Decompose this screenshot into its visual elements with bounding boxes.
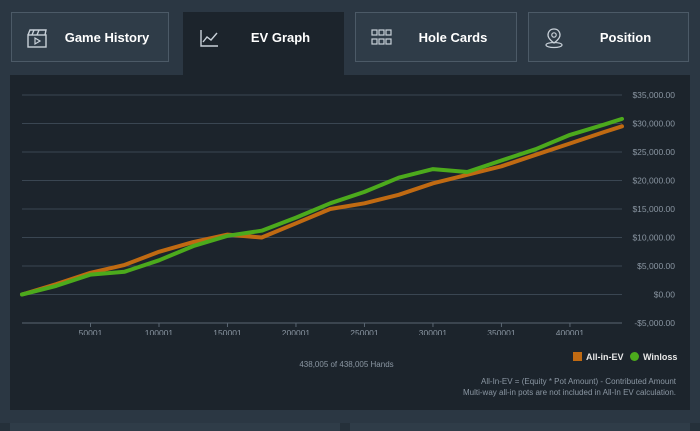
x-tick-label: 200001	[282, 328, 311, 335]
legend-swatch-allin-ev	[573, 352, 582, 361]
legend-swatch-winloss	[630, 352, 639, 361]
x-tick-label: 150001	[213, 328, 242, 335]
map-pin-icon	[545, 28, 563, 49]
x-tick-label: 300001	[419, 328, 448, 335]
bottom-strip-segment	[10, 423, 340, 431]
y-tick-label: $25,000.00	[632, 147, 675, 157]
y-tick-label: $5,000.00	[637, 261, 675, 271]
tab-hole-cards[interactable]: Hole Cards	[355, 12, 517, 62]
x-tick-label: 400001	[556, 328, 585, 335]
multiway-note: Multi-way all-in pots are not included i…	[463, 388, 676, 397]
tab-bar: Game History EV Graph Hole Cards Positio…	[0, 0, 700, 75]
line-chart-icon	[200, 30, 218, 47]
series-line-allin-ev	[20, 124, 624, 297]
y-tick-label: $35,000.00	[632, 90, 675, 100]
y-tick-label: $20,000.00	[632, 176, 675, 186]
tab-label: Game History	[64, 30, 150, 45]
allin-ev-formula-note: All-In-EV = (Equity * Pot Amount) - Cont…	[481, 377, 676, 386]
tab-ev-graph[interactable]: EV Graph	[183, 12, 344, 75]
y-tick-label: $10,000.00	[632, 233, 675, 243]
bottom-strip-segment	[350, 423, 690, 431]
clapperboard-icon	[27, 29, 47, 48]
y-tick-label: $15,000.00	[632, 204, 675, 214]
x-tick-label: 100001	[145, 328, 174, 335]
hands-summary: 438,005 of 438,005 Hands	[299, 360, 394, 369]
ev-chart: -$5,000.00 $0.00 $5,000.00 $10,000.00 $15,00…	[20, 90, 676, 335]
legend-label-allin-ev: All-in-EV	[586, 352, 624, 362]
x-tick-label: 250001	[350, 328, 379, 335]
grid-icon	[371, 29, 392, 45]
tab-label: Position	[599, 30, 652, 45]
tab-label: Hole Cards	[418, 30, 488, 45]
y-tick-label: $30,000.00	[632, 119, 675, 129]
tab-position[interactable]: Position	[528, 12, 689, 62]
x-tick-label: 350001	[487, 328, 516, 335]
tab-label: EV Graph	[250, 30, 311, 45]
y-tick-label: -$5,000.00	[634, 318, 675, 328]
series-line-winloss	[20, 116, 624, 297]
x-tick-label: 50001	[79, 328, 103, 335]
y-tick-label: $0.00	[654, 290, 676, 300]
bottom-strip	[0, 423, 700, 431]
tab-game-history[interactable]: Game History	[11, 12, 169, 62]
legend-label-winloss: Winloss	[643, 352, 678, 362]
ev-graph-panel: -$5,000.00 $0.00 $5,000.00 $10,000.00 $15,00…	[10, 75, 690, 410]
